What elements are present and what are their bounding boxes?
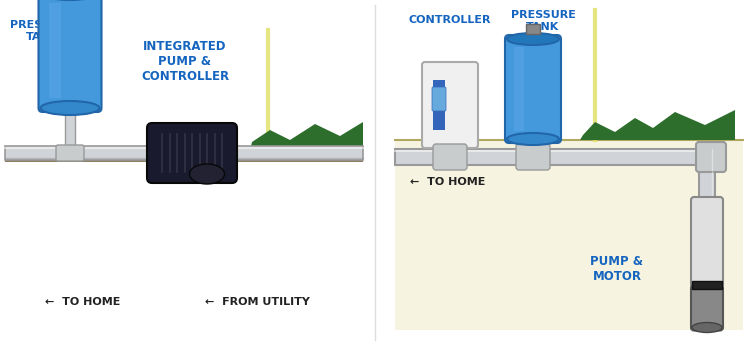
Text: CONTROLLER: CONTROLLER (409, 15, 491, 25)
Ellipse shape (507, 133, 559, 145)
FancyBboxPatch shape (432, 87, 446, 111)
Bar (433, 80, 445, 130)
Bar (395, 140, 743, 330)
Bar (49, 3, 61, 98)
Ellipse shape (40, 101, 100, 115)
Bar (445, 140, 455, 149)
Bar (528, 137, 538, 149)
Ellipse shape (507, 33, 559, 45)
Text: PUMP &
MOTOR: PUMP & MOTOR (590, 255, 644, 283)
Polygon shape (250, 122, 363, 150)
FancyBboxPatch shape (505, 35, 561, 143)
Bar (395, 149, 705, 165)
Text: ←  FROM UTILITY: ← FROM UTILITY (205, 297, 310, 307)
Bar (5, 146, 363, 160)
FancyBboxPatch shape (147, 123, 237, 183)
Text: PRESSURE
TANK: PRESSURE TANK (10, 20, 74, 42)
Ellipse shape (692, 322, 722, 332)
FancyBboxPatch shape (516, 144, 550, 170)
Text: ←  TO HOME: ← TO HOME (45, 297, 120, 307)
Bar (699, 149, 715, 330)
Bar (514, 47, 524, 131)
FancyBboxPatch shape (696, 142, 726, 172)
FancyBboxPatch shape (422, 62, 478, 148)
FancyBboxPatch shape (691, 286, 723, 330)
FancyBboxPatch shape (56, 145, 84, 161)
FancyBboxPatch shape (691, 197, 723, 287)
FancyBboxPatch shape (38, 0, 101, 112)
Polygon shape (580, 110, 735, 140)
Text: ←  TO HOME: ← TO HOME (410, 177, 485, 187)
Bar (526, 24, 540, 34)
Text: PRESSURE
TANK: PRESSURE TANK (511, 10, 575, 32)
Text: INTEGRATED
PUMP &
CONTROLLER: INTEGRATED PUMP & CONTROLLER (141, 40, 229, 83)
Bar (692, 280, 722, 288)
Bar (5, 150, 363, 155)
Bar (5, 150, 363, 162)
FancyBboxPatch shape (433, 144, 467, 170)
Ellipse shape (190, 164, 224, 184)
Bar (65, 108, 75, 146)
